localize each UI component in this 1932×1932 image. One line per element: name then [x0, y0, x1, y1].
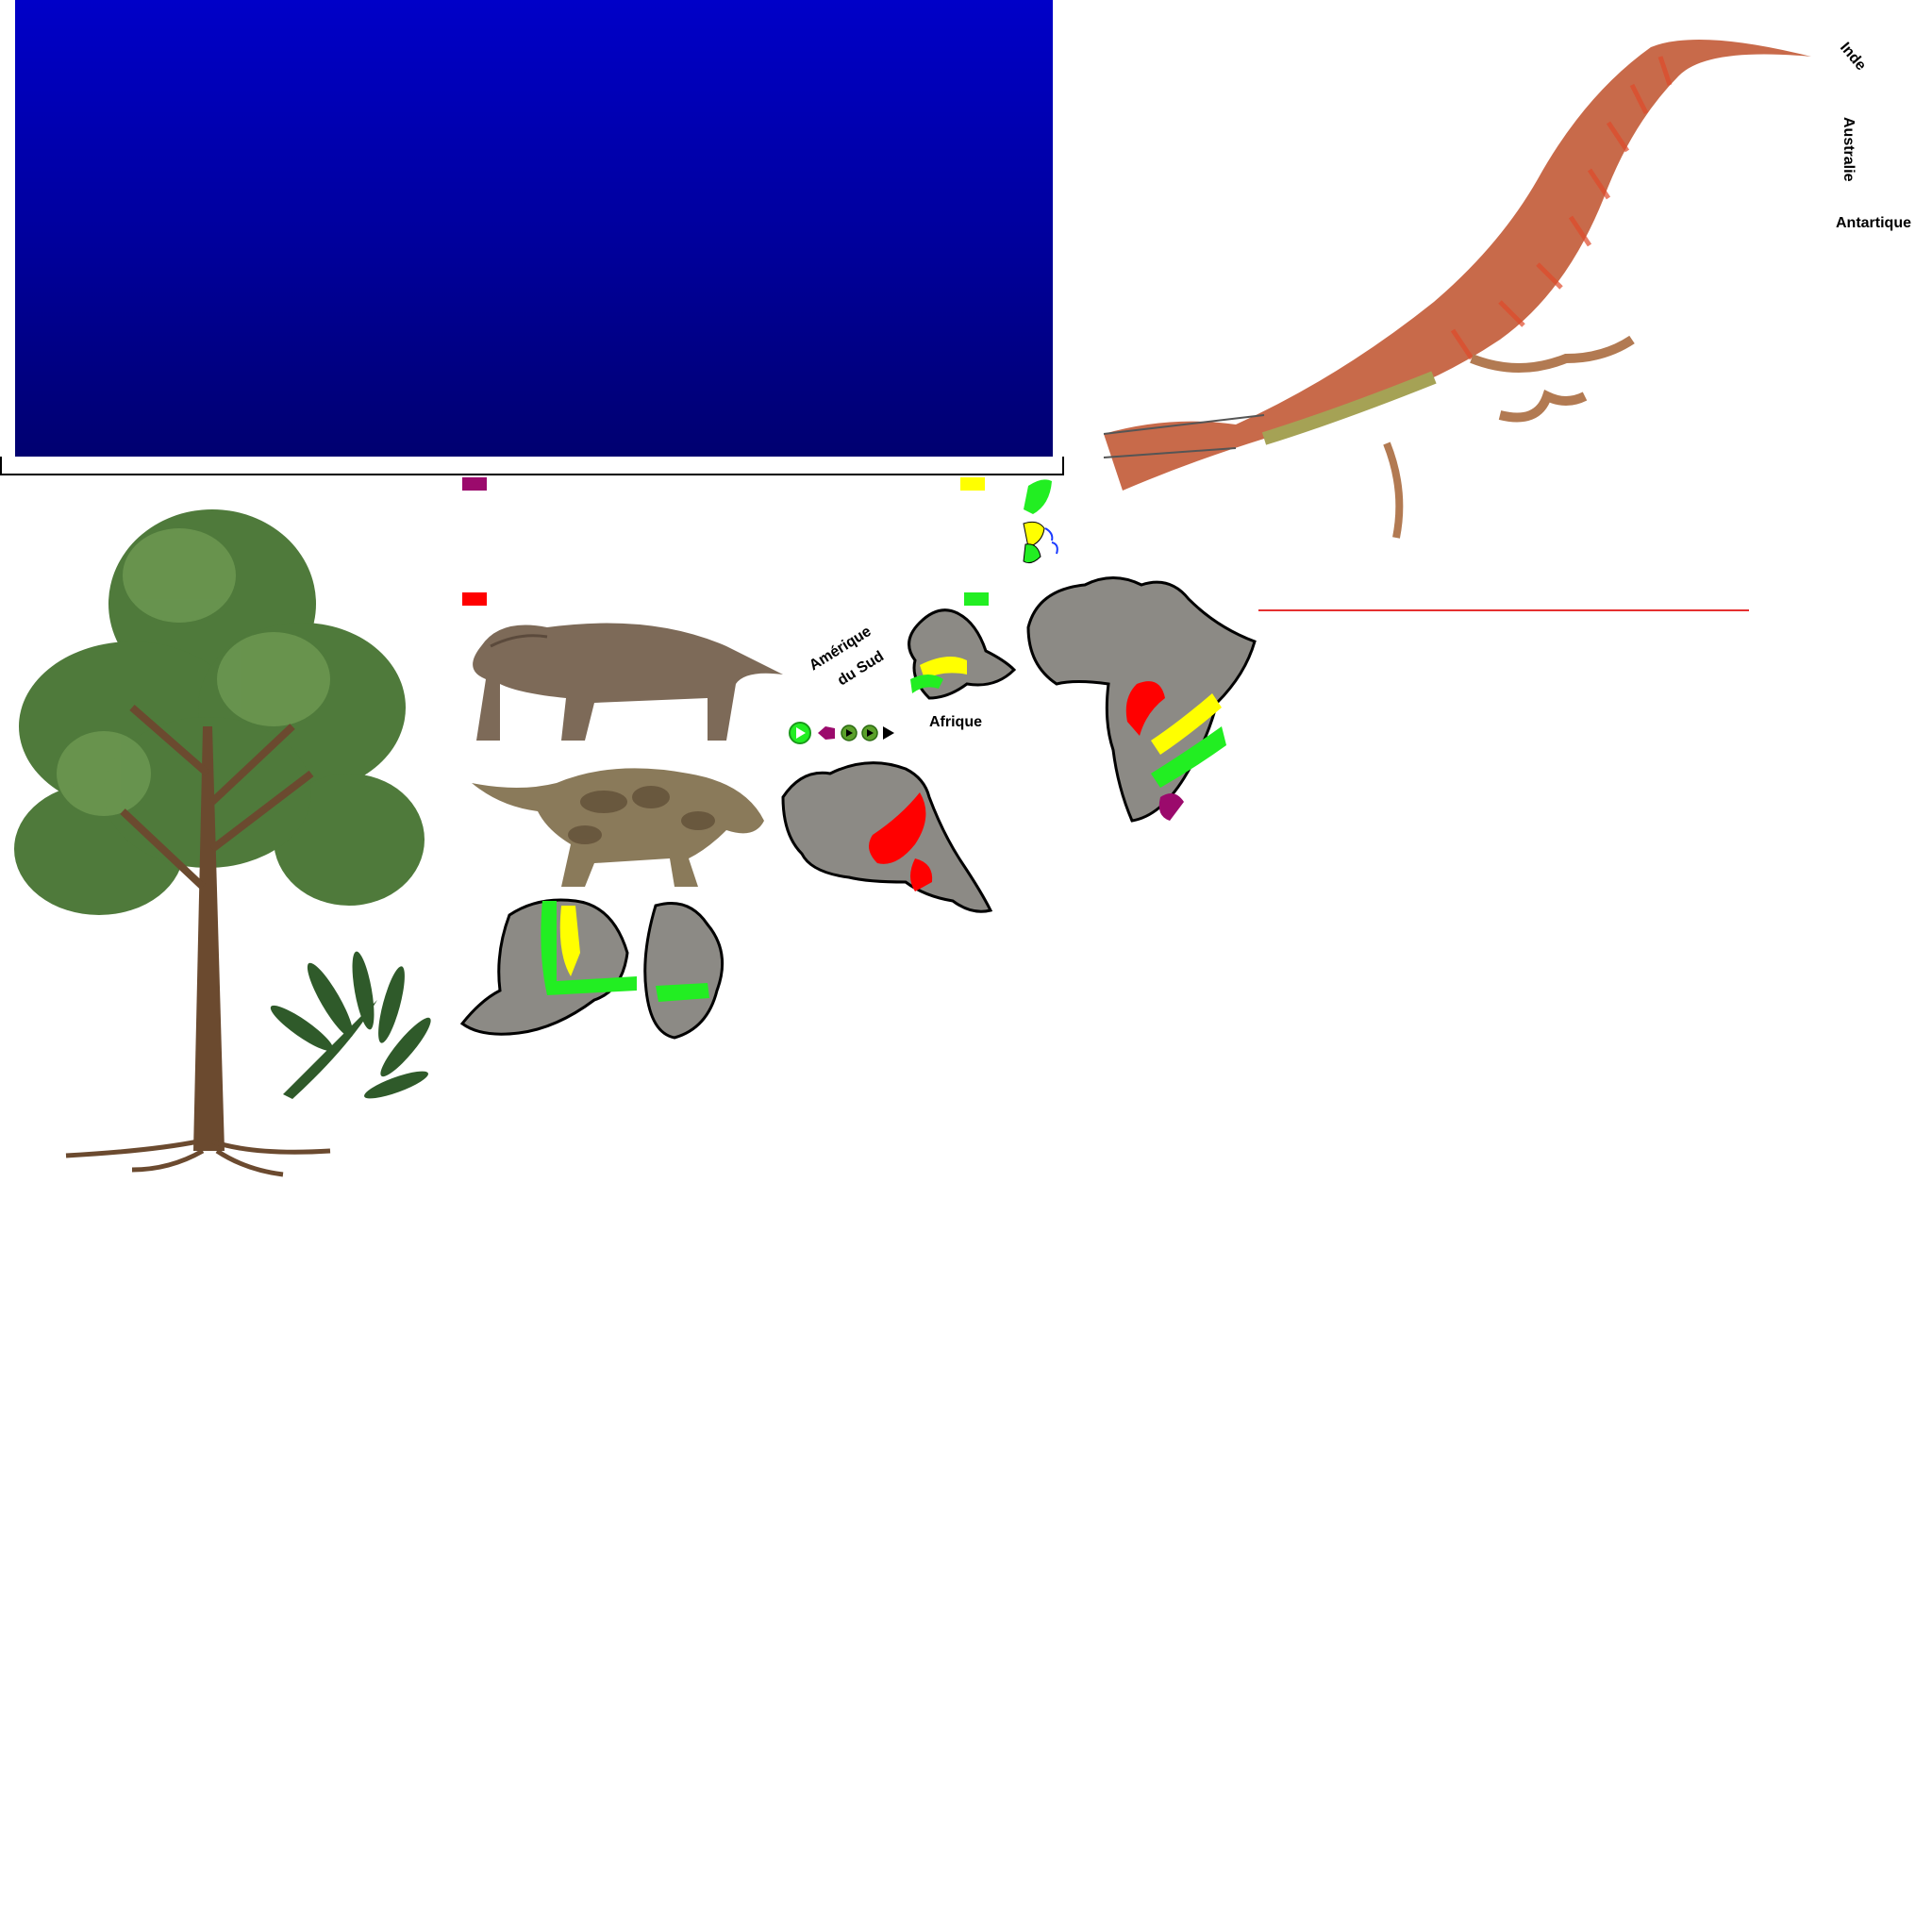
legend-swatch-red [462, 592, 487, 606]
continent-south-america [781, 761, 993, 913]
mini-continents-image [1023, 479, 1058, 564]
label-afrique: Afrique [929, 714, 982, 730]
glossopteris-tree-image [14, 509, 431, 1177]
play-icon[interactable] [788, 721, 812, 745]
label-antartique: Antartique [1836, 215, 1911, 231]
back-icon[interactable] [816, 724, 837, 741]
legend-swatch-purple [462, 477, 487, 491]
legend-swatch-yellow [960, 477, 985, 491]
continent-africa [1026, 576, 1257, 823]
label-inde: Inde [1836, 40, 1870, 75]
mesosaurus-image [1103, 40, 1811, 539]
title-bracket [0, 457, 1064, 475]
label-australie: Australie [1840, 117, 1857, 182]
cynognathus-image [472, 768, 764, 887]
next-icon[interactable] [882, 725, 895, 741]
play-small-icon-2[interactable] [861, 724, 878, 741]
play-small-icon[interactable] [841, 724, 858, 741]
continent-antarctica-australia [459, 898, 724, 1040]
continent-fragment-small [908, 608, 1017, 700]
player-controls [788, 721, 895, 745]
red-rule [1258, 609, 1749, 611]
title-panel [15, 0, 1053, 457]
legend-swatch-green [964, 592, 989, 606]
lystrosaurus-image [473, 623, 783, 741]
